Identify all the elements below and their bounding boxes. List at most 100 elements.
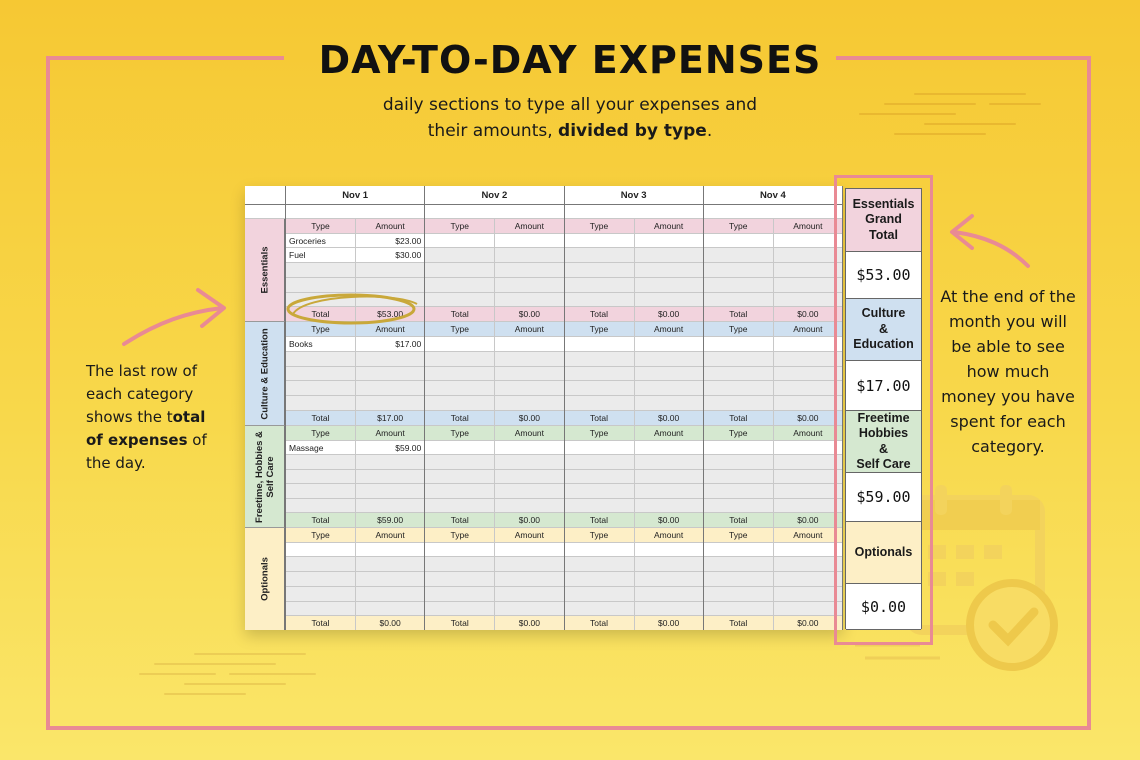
expense-type-cell[interactable] bbox=[703, 263, 774, 278]
expense-type-cell[interactable] bbox=[564, 498, 635, 514]
expense-type-cell[interactable] bbox=[703, 381, 774, 397]
expense-amount-cell[interactable] bbox=[634, 351, 704, 367]
expense-type-cell[interactable] bbox=[425, 351, 496, 367]
expense-type-cell[interactable] bbox=[703, 440, 774, 456]
expense-amount-cell[interactable] bbox=[634, 586, 704, 602]
expense-amount-cell[interactable] bbox=[634, 455, 704, 470]
expense-amount-cell[interactable] bbox=[634, 542, 704, 558]
expense-type-cell[interactable] bbox=[286, 498, 356, 514]
expense-type-cell[interactable] bbox=[564, 484, 635, 499]
expense-amount-cell[interactable] bbox=[634, 292, 704, 308]
expense-amount-cell[interactable] bbox=[495, 263, 565, 278]
expense-amount-cell[interactable] bbox=[634, 263, 704, 278]
expense-amount-cell[interactable] bbox=[495, 601, 565, 617]
expense-amount-cell[interactable] bbox=[634, 396, 704, 412]
expense-amount-cell[interactable] bbox=[356, 351, 426, 367]
expense-type-cell[interactable] bbox=[564, 586, 635, 602]
expense-amount-cell[interactable]: $23.00 bbox=[356, 233, 426, 249]
expense-type-cell[interactable]: Books bbox=[286, 336, 356, 352]
expense-type-cell[interactable] bbox=[425, 586, 496, 602]
expense-amount-cell[interactable] bbox=[773, 601, 843, 617]
expense-amount-cell[interactable] bbox=[773, 263, 843, 278]
expense-amount-cell[interactable] bbox=[773, 586, 843, 602]
expense-type-cell[interactable] bbox=[703, 469, 774, 485]
expense-type-cell[interactable] bbox=[703, 542, 774, 558]
expense-type-cell[interactable] bbox=[564, 542, 635, 558]
expense-amount-cell[interactable] bbox=[495, 542, 565, 558]
expense-amount-cell[interactable] bbox=[773, 484, 843, 499]
expense-type-cell[interactable] bbox=[286, 557, 356, 573]
expense-amount-cell[interactable] bbox=[773, 233, 843, 249]
expense-type-cell[interactable] bbox=[703, 572, 774, 587]
expense-type-cell[interactable] bbox=[703, 248, 774, 264]
expense-type-cell[interactable] bbox=[425, 263, 496, 278]
expense-amount-cell[interactable]: $59.00 bbox=[356, 440, 426, 456]
expense-amount-cell[interactable] bbox=[495, 277, 565, 293]
expense-type-cell[interactable] bbox=[564, 292, 635, 308]
expense-type-cell[interactable]: Fuel bbox=[286, 248, 356, 264]
expense-amount-cell[interactable] bbox=[356, 469, 426, 485]
expense-amount-cell[interactable] bbox=[356, 586, 426, 602]
expense-amount-cell[interactable] bbox=[495, 381, 565, 397]
expense-amount-cell[interactable] bbox=[495, 469, 565, 485]
expense-amount-cell[interactable] bbox=[356, 396, 426, 412]
expense-type-cell[interactable] bbox=[564, 263, 635, 278]
expense-amount-cell[interactable] bbox=[773, 542, 843, 558]
expense-type-cell[interactable] bbox=[286, 484, 356, 499]
expense-amount-cell[interactable] bbox=[773, 557, 843, 573]
expense-amount-cell[interactable] bbox=[495, 396, 565, 412]
expense-amount-cell[interactable] bbox=[356, 263, 426, 278]
expense-type-cell[interactable] bbox=[425, 455, 496, 470]
expense-amount-cell[interactable] bbox=[634, 277, 704, 293]
expense-type-cell[interactable] bbox=[703, 351, 774, 367]
expense-amount-cell[interactable] bbox=[634, 440, 704, 456]
expense-type-cell[interactable]: Groceries bbox=[286, 233, 356, 249]
expense-type-cell[interactable] bbox=[564, 572, 635, 587]
expense-amount-cell[interactable] bbox=[495, 292, 565, 308]
expense-type-cell[interactable] bbox=[286, 455, 356, 470]
expense-amount-cell[interactable] bbox=[634, 557, 704, 573]
expense-type-cell[interactable] bbox=[703, 233, 774, 249]
expense-amount-cell[interactable] bbox=[773, 336, 843, 352]
expense-amount-cell[interactable] bbox=[634, 233, 704, 249]
expense-type-cell[interactable] bbox=[703, 484, 774, 499]
expense-type-cell[interactable] bbox=[425, 233, 496, 249]
expense-type-cell[interactable] bbox=[564, 396, 635, 412]
expense-type-cell[interactable] bbox=[425, 557, 496, 573]
expense-type-cell[interactable] bbox=[286, 586, 356, 602]
expense-type-cell[interactable] bbox=[703, 498, 774, 514]
expense-type-cell[interactable] bbox=[425, 396, 496, 412]
expense-amount-cell[interactable] bbox=[773, 366, 843, 382]
expense-amount-cell[interactable]: $30.00 bbox=[356, 248, 426, 264]
expense-amount-cell[interactable] bbox=[495, 586, 565, 602]
expense-type-cell[interactable] bbox=[564, 381, 635, 397]
expense-type-cell[interactable] bbox=[564, 366, 635, 382]
expense-amount-cell[interactable] bbox=[634, 336, 704, 352]
expense-type-cell[interactable] bbox=[286, 542, 356, 558]
expense-amount-cell[interactable] bbox=[495, 366, 565, 382]
expense-amount-cell[interactable] bbox=[495, 572, 565, 587]
expense-amount-cell[interactable] bbox=[634, 248, 704, 264]
expense-amount-cell[interactable] bbox=[634, 601, 704, 617]
expense-amount-cell[interactable] bbox=[634, 381, 704, 397]
expense-type-cell[interactable] bbox=[425, 601, 496, 617]
expense-amount-cell[interactable] bbox=[356, 601, 426, 617]
expense-type-cell[interactable] bbox=[703, 336, 774, 352]
expense-type-cell[interactable] bbox=[425, 572, 496, 587]
expense-type-cell[interactable] bbox=[286, 351, 356, 367]
expense-type-cell[interactable] bbox=[703, 277, 774, 293]
expense-type-cell[interactable] bbox=[425, 292, 496, 308]
expense-type-cell[interactable] bbox=[425, 440, 496, 456]
expense-amount-cell[interactable] bbox=[634, 366, 704, 382]
expense-type-cell[interactable] bbox=[564, 440, 635, 456]
expense-type-cell[interactable] bbox=[425, 498, 496, 514]
expense-type-cell[interactable] bbox=[286, 277, 356, 293]
expense-type-cell[interactable] bbox=[703, 557, 774, 573]
expense-amount-cell[interactable] bbox=[773, 277, 843, 293]
expense-amount-cell[interactable] bbox=[495, 440, 565, 456]
expense-amount-cell[interactable] bbox=[773, 440, 843, 456]
expense-amount-cell[interactable] bbox=[356, 557, 426, 573]
expense-amount-cell[interactable] bbox=[356, 366, 426, 382]
expense-type-cell[interactable] bbox=[564, 601, 635, 617]
expense-amount-cell[interactable] bbox=[356, 381, 426, 397]
